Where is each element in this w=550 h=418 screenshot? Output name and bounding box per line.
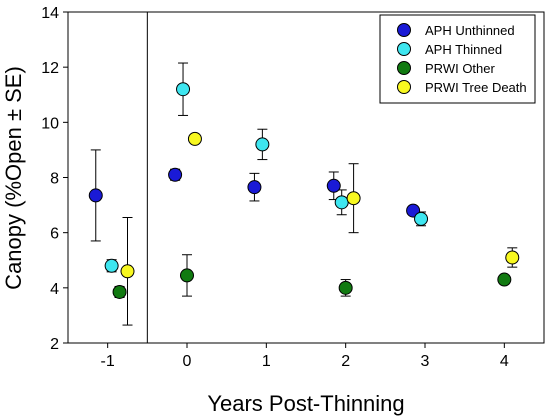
y-tick-label: 12 (41, 60, 59, 77)
data-point (346, 191, 361, 206)
x-tick-label: 3 (421, 353, 430, 370)
legend: APH Unthinned APH Thinned PRWI Other PRWI T… (379, 14, 536, 104)
data-point (326, 178, 341, 193)
legend-label: APH Unthinned (425, 23, 515, 38)
y-tick-label: 6 (50, 226, 59, 243)
x-tick-label: 2 (341, 353, 350, 370)
data-point (334, 195, 349, 210)
data-point (505, 250, 520, 265)
legend-marker (397, 80, 411, 94)
legend-label: PRWI Other (425, 61, 496, 76)
x-axis-title: Years Post-Thinning (207, 391, 404, 416)
data-point (104, 258, 119, 273)
legend-label: PRWI Tree Death (425, 80, 527, 95)
x-tick-label: 1 (262, 353, 271, 370)
legend-marker (397, 42, 411, 56)
data-point (247, 180, 262, 195)
data-point (187, 131, 202, 146)
y-tick-label: 8 (50, 171, 59, 188)
data-point (112, 284, 127, 299)
data-point (180, 268, 194, 283)
data-point (338, 280, 353, 295)
data-points (88, 82, 520, 299)
data-point (88, 188, 103, 203)
x-tick-label: -1 (101, 353, 115, 370)
data-point (255, 137, 270, 152)
legend-marker (397, 61, 411, 75)
y-tick-label: 2 (50, 336, 59, 353)
legend-marker (397, 23, 411, 37)
y-tick-label: 14 (41, 5, 59, 22)
data-point (176, 82, 191, 97)
data-point (120, 264, 135, 279)
legend-label: APH Thinned (425, 42, 502, 57)
x-tick-label: 4 (500, 353, 509, 370)
plot-area-frame (67, 11, 545, 344)
y-tick-label: 10 (41, 115, 59, 132)
y-axis-title: Canopy (%Open ± SE) (1, 66, 26, 290)
data-point (168, 167, 183, 182)
y-tick-label: 4 (50, 281, 59, 298)
data-point (414, 211, 429, 226)
x-tick-label: 0 (183, 353, 192, 370)
data-point (497, 272, 512, 287)
